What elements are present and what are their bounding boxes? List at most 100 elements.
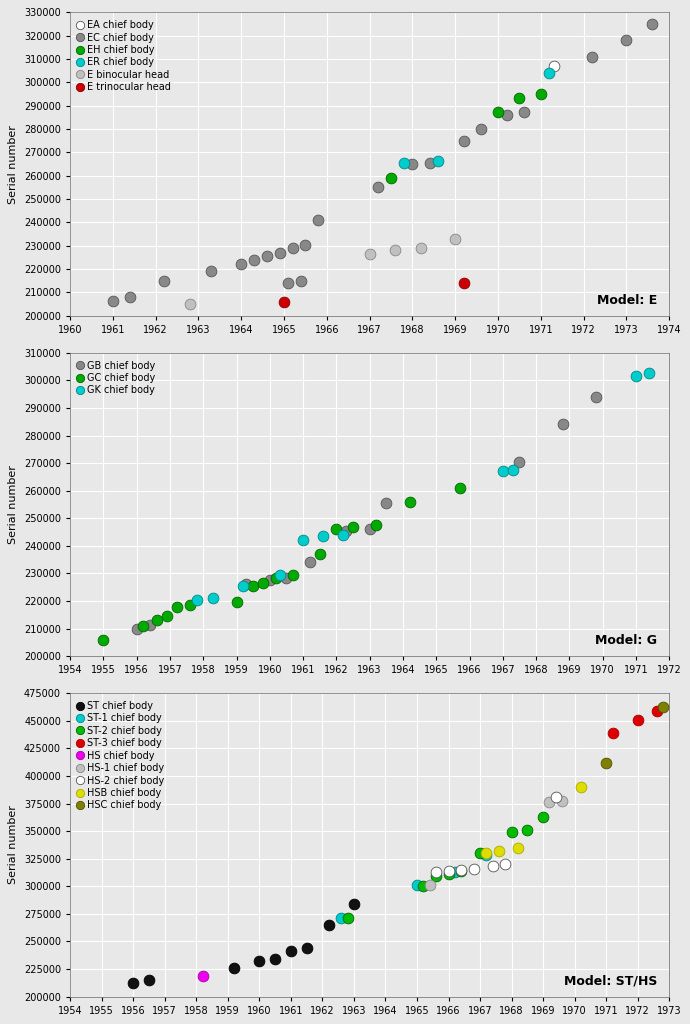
Point	[300, 237, 311, 253]
Point	[248, 252, 259, 268]
Point	[475, 845, 486, 861]
Legend: EA chief body, EC chief body, EH chief body, ER chief body, E binocular head, E : EA chief body, EC chief body, EH chief b…	[75, 17, 173, 95]
Point	[336, 910, 347, 927]
Point	[371, 517, 382, 534]
Point	[241, 577, 252, 593]
Point	[398, 155, 409, 171]
Point	[364, 521, 375, 538]
Point	[591, 389, 602, 406]
Point	[424, 155, 435, 171]
Point	[450, 230, 461, 247]
Y-axis label: Serial number: Serial number	[8, 465, 19, 544]
Point	[337, 526, 348, 543]
Text: Model: G: Model: G	[595, 634, 658, 647]
Legend: GB chief body, GC chief body, GK chief body: GB chief body, GC chief body, GK chief b…	[75, 357, 158, 398]
Point	[342, 910, 353, 927]
Point	[455, 862, 466, 879]
Point	[481, 847, 492, 863]
Point	[404, 494, 415, 510]
Point	[108, 293, 119, 309]
Point	[481, 845, 492, 861]
Point	[124, 289, 135, 305]
Point	[236, 256, 247, 272]
Point	[632, 712, 643, 728]
Point	[262, 248, 273, 264]
Point	[144, 972, 155, 988]
Point	[191, 592, 202, 608]
Point	[513, 840, 524, 856]
Point	[197, 968, 208, 984]
Point	[469, 860, 480, 877]
Point	[458, 132, 469, 148]
Point	[323, 916, 334, 933]
Point	[231, 594, 242, 610]
Point	[651, 702, 662, 719]
Point	[458, 275, 469, 292]
Point	[538, 809, 549, 825]
Point	[390, 243, 401, 259]
Point	[431, 863, 442, 880]
Point	[373, 179, 384, 196]
Point	[443, 866, 454, 883]
Point	[237, 578, 248, 594]
Point	[283, 275, 294, 292]
Point	[493, 843, 504, 859]
Legend: ST chief body, ST-1 chief body, ST-2 chief body, ST-3 chief body, HS chief body,: ST chief body, ST-1 chief body, ST-2 chi…	[75, 698, 167, 813]
Point	[171, 598, 182, 614]
Point	[295, 272, 306, 289]
Point	[507, 462, 518, 478]
Point	[417, 879, 428, 895]
Point	[544, 65, 555, 81]
Point	[454, 479, 465, 496]
Point	[475, 121, 486, 137]
Point	[631, 368, 642, 384]
Point	[184, 296, 195, 312]
Y-axis label: Serial number: Serial number	[8, 806, 19, 885]
Point	[424, 877, 435, 893]
Point	[518, 103, 529, 120]
Point	[301, 940, 312, 956]
Point	[341, 522, 352, 539]
Point	[128, 975, 139, 991]
Point	[288, 566, 299, 583]
Point	[248, 578, 259, 594]
Point	[415, 240, 426, 256]
Point	[257, 574, 268, 591]
Point	[607, 725, 618, 741]
Point	[287, 240, 298, 256]
Point	[314, 546, 325, 562]
Point	[386, 170, 397, 186]
Point	[151, 612, 162, 629]
Point	[297, 532, 308, 549]
Point	[443, 862, 454, 879]
Point	[364, 246, 375, 262]
Point	[586, 48, 598, 65]
Point	[431, 868, 442, 885]
Point	[254, 953, 265, 970]
Point	[522, 822, 533, 839]
Point	[264, 572, 275, 589]
Y-axis label: Serial number: Serial number	[8, 125, 19, 204]
Point	[487, 858, 498, 874]
Point	[455, 861, 466, 878]
Point	[313, 212, 324, 228]
Point	[285, 943, 296, 959]
Point	[514, 454, 525, 470]
Point	[184, 597, 195, 613]
Point	[433, 153, 444, 169]
Point	[658, 699, 669, 716]
Point	[228, 959, 239, 976]
Text: Model: ST/HS: Model: ST/HS	[564, 975, 658, 987]
Point	[270, 951, 281, 968]
Point	[544, 795, 555, 811]
Point	[348, 518, 359, 535]
Point	[98, 632, 109, 648]
Point	[304, 554, 315, 570]
Point	[558, 417, 569, 433]
Point	[208, 590, 219, 606]
Point	[647, 15, 658, 32]
Point	[535, 86, 546, 102]
Point	[506, 824, 517, 841]
Point	[131, 621, 142, 637]
Point	[548, 57, 559, 74]
